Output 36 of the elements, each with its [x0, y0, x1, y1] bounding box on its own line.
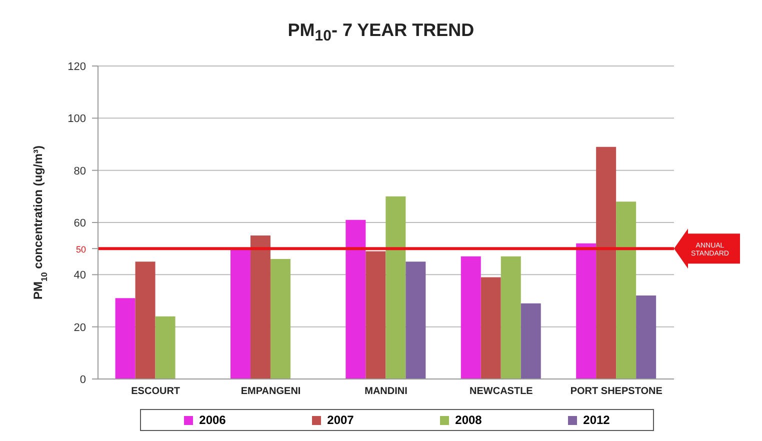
y-tick-label: 120: [68, 61, 86, 73]
y-tick-label: 60: [74, 218, 86, 230]
bar: [346, 220, 366, 379]
bar: [636, 296, 656, 379]
x-tick-label: PORT SHEPSTONE: [570, 386, 663, 398]
bar: [500, 256, 521, 379]
bar: [366, 251, 386, 379]
legend-label: 2012: [582, 413, 610, 427]
bar: [386, 196, 406, 379]
y-tick-label: 100: [68, 113, 86, 126]
bar: [135, 262, 156, 379]
bar: [250, 236, 270, 379]
bar: [460, 256, 481, 379]
legend-label: 2008: [454, 413, 482, 427]
y-tick-label: 80: [74, 165, 86, 178]
legend-label: 2006: [198, 413, 226, 427]
bar: [596, 146, 616, 379]
bar: [480, 277, 501, 379]
x-tick-label: ESCOURT: [131, 386, 180, 398]
bar: [230, 248, 250, 379]
bar: [270, 259, 290, 379]
y-tick-label: 50: [76, 244, 86, 255]
bar: [155, 316, 176, 379]
bar: [616, 202, 636, 379]
x-tick-label: MANDINI: [364, 386, 408, 398]
x-tick-label: EMPANGENI: [240, 386, 301, 398]
bar: [576, 243, 596, 379]
y-tick-label: 40: [74, 270, 86, 282]
chart-title: PM$_{10}$- 7 YEAR TREND: [286, 19, 476, 47]
x-tick-label: NEWCASTLE: [470, 386, 534, 398]
y-tick-label: 20: [74, 322, 86, 334]
bar: [520, 303, 541, 379]
legend-label: 2007: [326, 413, 354, 427]
y-tick-label: 0: [80, 374, 86, 386]
bar: [115, 298, 136, 379]
bar: [406, 262, 426, 379]
